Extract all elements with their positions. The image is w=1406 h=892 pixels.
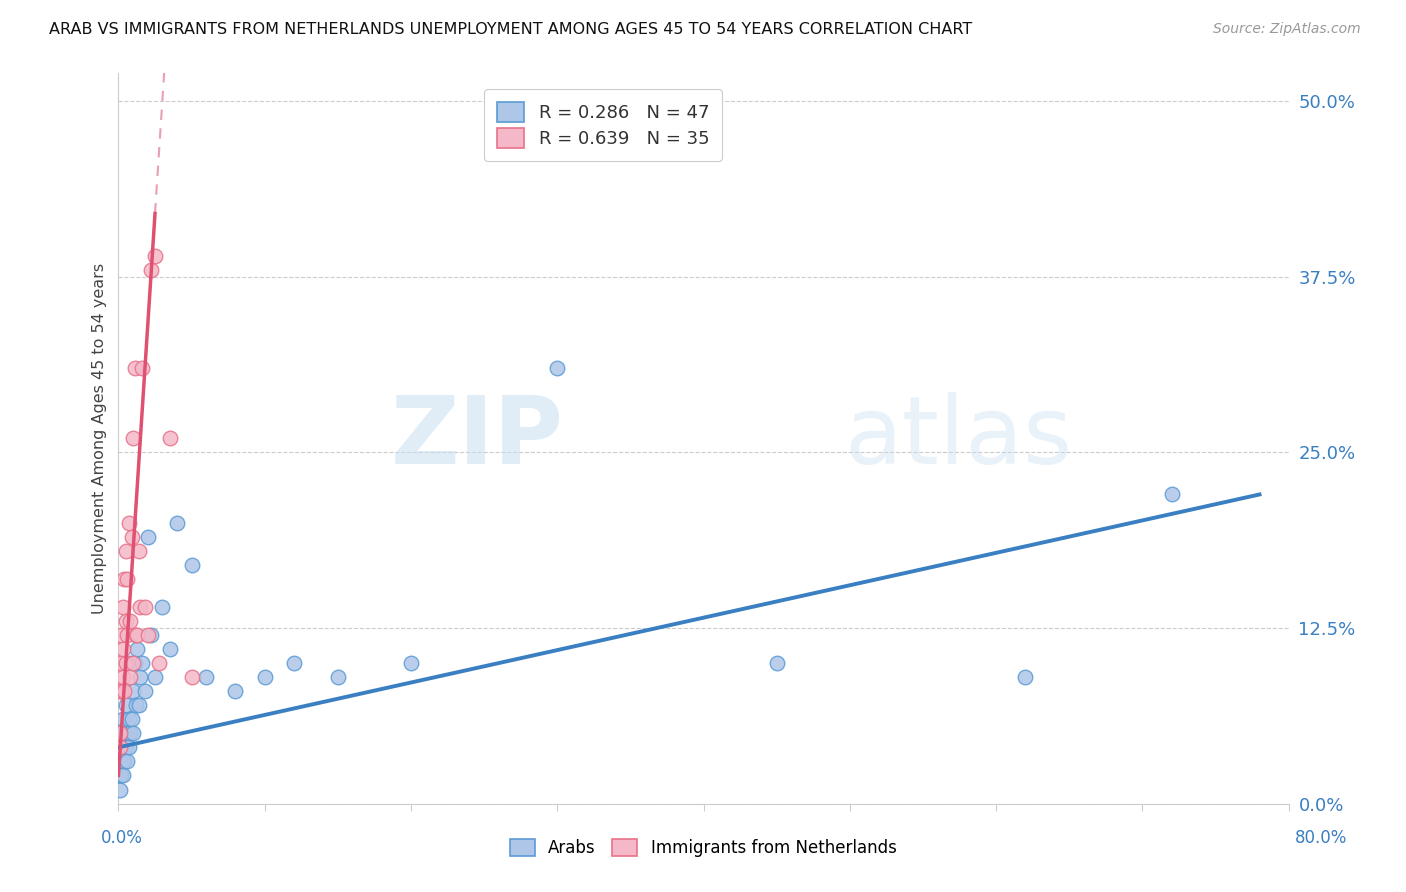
Point [112,755,135,769]
Point [143,249,166,263]
Point [110,726,132,740]
Point [122,684,145,698]
Point [115,755,138,769]
Point [108,755,131,769]
Point [143,670,166,684]
Point [122,656,145,670]
Point [111,768,134,782]
Text: 0.0%: 0.0% [101,829,143,847]
Point [111,712,134,726]
Point [110,768,132,782]
Point [136,530,159,544]
Point [283,656,305,670]
Point [134,684,156,698]
Y-axis label: Unemployment Among Ages 45 to 54 years: Unemployment Among Ages 45 to 54 years [93,263,107,614]
Text: atlas: atlas [844,392,1073,484]
Point [180,558,202,572]
Point [134,599,156,614]
Point [125,698,148,713]
Point [112,684,135,698]
Point [166,516,188,530]
Point [131,361,153,376]
Point [118,712,141,726]
Point [120,614,142,628]
Point [546,361,568,376]
Point [195,670,218,684]
Point [118,740,141,755]
Point [124,361,146,376]
Point [112,726,135,740]
Point [111,670,134,684]
Point [120,670,142,684]
Point [765,656,787,670]
Point [111,740,134,755]
Point [108,726,131,740]
Point [115,726,138,740]
Point [108,740,131,755]
Text: 80.0%: 80.0% [1295,829,1347,847]
Text: ARAB VS IMMIGRANTS FROM NETHERLANDS UNEMPLOYMENT AMONG AGES 45 TO 54 YEARS CORRE: ARAB VS IMMIGRANTS FROM NETHERLANDS UNEM… [49,22,973,37]
Point [108,782,131,797]
Point [121,530,143,544]
Point [110,656,132,670]
Legend: R = 0.286   N = 47, R = 0.639   N = 35: R = 0.286 N = 47, R = 0.639 N = 35 [485,89,721,161]
Point [136,628,159,642]
Point [122,726,145,740]
Point [110,740,132,755]
Point [1014,670,1036,684]
Legend: Arabs, Immigrants from Netherlands: Arabs, Immigrants from Netherlands [503,832,903,864]
Point [110,684,132,698]
Point [139,628,162,642]
Point [122,431,145,445]
Point [111,755,134,769]
Point [124,656,146,670]
Point [128,543,150,558]
Point [326,670,349,684]
Point [112,572,135,586]
Point [115,572,138,586]
Point [120,726,142,740]
Point [159,431,181,445]
Point [127,628,149,642]
Point [114,656,136,670]
Point [121,712,143,726]
Point [127,642,149,657]
Point [111,642,134,657]
Point [148,656,170,670]
Point [114,614,136,628]
Point [111,599,134,614]
Point [159,642,181,657]
Point [128,698,150,713]
Point [253,670,276,684]
Point [110,628,132,642]
Point [120,656,142,670]
Point [118,516,141,530]
Point [114,740,136,755]
Point [180,670,202,684]
Point [108,768,131,782]
Point [139,262,162,277]
Point [150,599,173,614]
Point [108,684,131,698]
Point [224,684,246,698]
Text: Source: ZipAtlas.com: Source: ZipAtlas.com [1213,22,1361,37]
Point [1160,487,1182,501]
Point [114,698,136,713]
Point [114,543,136,558]
Point [129,599,152,614]
Point [399,656,422,670]
Point [115,628,138,642]
Point [125,628,148,642]
Point [129,670,152,684]
Text: ZIP: ZIP [391,392,564,484]
Point [131,656,153,670]
